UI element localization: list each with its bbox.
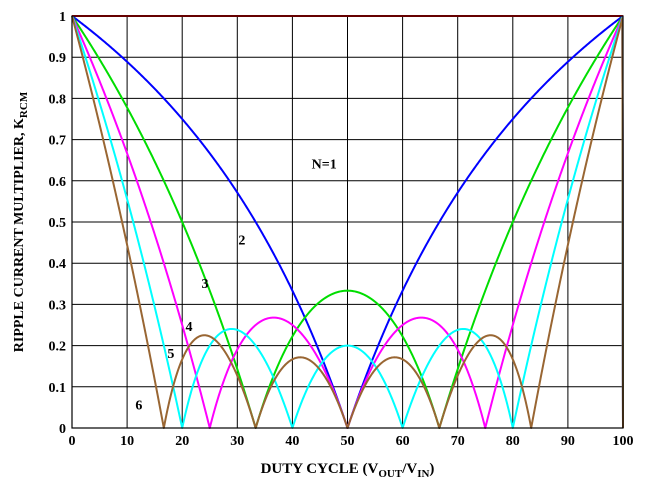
curve-labels: N=1 2 3 45 6 [135,157,336,413]
x-tick-label: 10 [120,434,134,449]
curve-label: 3 [201,277,208,292]
x-tick-label: 30 [230,434,244,449]
x-tick-label: 40 [285,434,299,449]
x-tick-label: 100 [613,434,634,449]
y-tick-label: 1 [59,10,66,25]
y-tick-label: 0 [59,422,66,437]
curve-label: 5 [167,347,174,362]
x-axis-label: DUTY CYCLE (VOUT/VIN) [261,461,435,480]
series-line-n3 [71,15,624,429]
y-tick-label: 0.9 [49,51,67,66]
curve-label: 2 [238,234,245,249]
y-tick-label: 0.7 [49,134,67,149]
x-tick-label: 80 [506,434,520,449]
y-tick-label: 0.1 [49,381,67,396]
y-tick-label: 0.8 [49,92,67,107]
x-tick-label: 60 [396,434,410,449]
x-tick-label: 20 [175,434,189,449]
grid [72,16,623,428]
x-tick-label: 0 [69,434,76,449]
y-tick-label: 0.2 [49,340,67,355]
y-tick-label: 0.5 [49,216,67,231]
x-tick-label: 50 [341,434,355,449]
plot-frame [71,15,624,429]
y-axis-label: RIPPLE CURRENT MULTIPLIER, KRCM [12,91,30,352]
curve-label: N=1 [312,157,337,172]
x-tick-label: 70 [451,434,465,449]
x-tick-labels: 0 10 20 30 40 50 60 70 80 90 100 [69,434,634,449]
y-tick-label: 0.4 [49,257,67,272]
y-tick-label: 0.6 [49,175,67,190]
y-tick-label: 0.3 [49,298,67,313]
series-line-n5 [71,15,624,429]
y-tick-labels: 0 0.1 0.2 0.3 0.4 0.5 0.6 0.7 0.8 0.9 1 [49,10,67,437]
x-tick-label: 90 [561,434,575,449]
curve-label: 6 [135,398,142,413]
curve-label: 4 [186,320,193,335]
